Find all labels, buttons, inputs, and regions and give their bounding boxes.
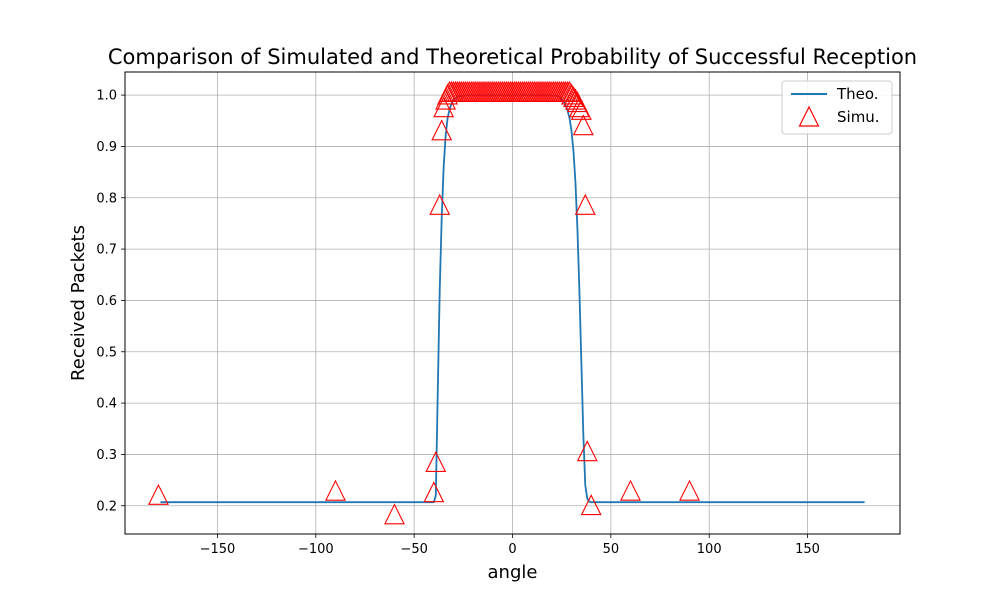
simu-point (423, 481, 445, 503)
x-tick-label: −50 (400, 542, 427, 557)
simu-point (576, 440, 598, 462)
x-tick-label: 100 (697, 542, 722, 557)
legend-simu-swatch (798, 105, 820, 127)
legend-theo-label: Theo. (836, 85, 879, 103)
y-tick-label: 1.0 (96, 89, 117, 104)
simu-point (147, 483, 169, 505)
simu-point (437, 83, 459, 105)
y-tick-label: 0.3 (96, 448, 117, 463)
x-tick-label: 50 (603, 542, 620, 557)
simu-point (384, 503, 405, 525)
simu-point (568, 96, 590, 118)
x-tick-label: −150 (200, 542, 236, 557)
simu-point (425, 450, 447, 473)
chart-title: Comparison of Simulated and Theoretical … (108, 45, 917, 69)
x-tick-label: 0 (508, 542, 516, 557)
x-tick-label: 150 (795, 542, 820, 557)
y-tick-label: 0.6 (96, 294, 117, 309)
y-tick-label: 0.5 (96, 345, 117, 360)
y-tick-label: 0.8 (96, 191, 117, 206)
y-tick-label: 0.2 (96, 499, 117, 514)
y-tick-label: 0.7 (96, 243, 117, 258)
y-tick-label: 0.9 (96, 140, 117, 155)
simu-point (580, 494, 602, 516)
simu-point (433, 96, 455, 118)
x-tick-label: −100 (298, 542, 334, 557)
simu-point (431, 119, 453, 141)
y-axis-label: Received Packets (68, 225, 89, 381)
simu-point (574, 193, 596, 215)
simu-point (620, 479, 641, 501)
simu-point (325, 479, 346, 501)
simu-point (563, 85, 584, 108)
simu-point (572, 114, 594, 136)
simu-point (429, 193, 451, 215)
x-axis-label: angle (488, 562, 538, 583)
simu-series (147, 80, 700, 525)
y-axis: 0.2 0.3 0.4 0.5 0.6 0.7 0.8 0.9 1.0 (96, 89, 125, 514)
y-tick-label: 0.4 (96, 397, 117, 412)
grid (125, 72, 900, 534)
legend-simu-label: Simu. (837, 108, 880, 126)
simu-point (679, 479, 700, 501)
x-axis: −150 −100 −50 0 50 100 150 (200, 534, 820, 557)
legend: Theo. Simu. (781, 80, 893, 135)
